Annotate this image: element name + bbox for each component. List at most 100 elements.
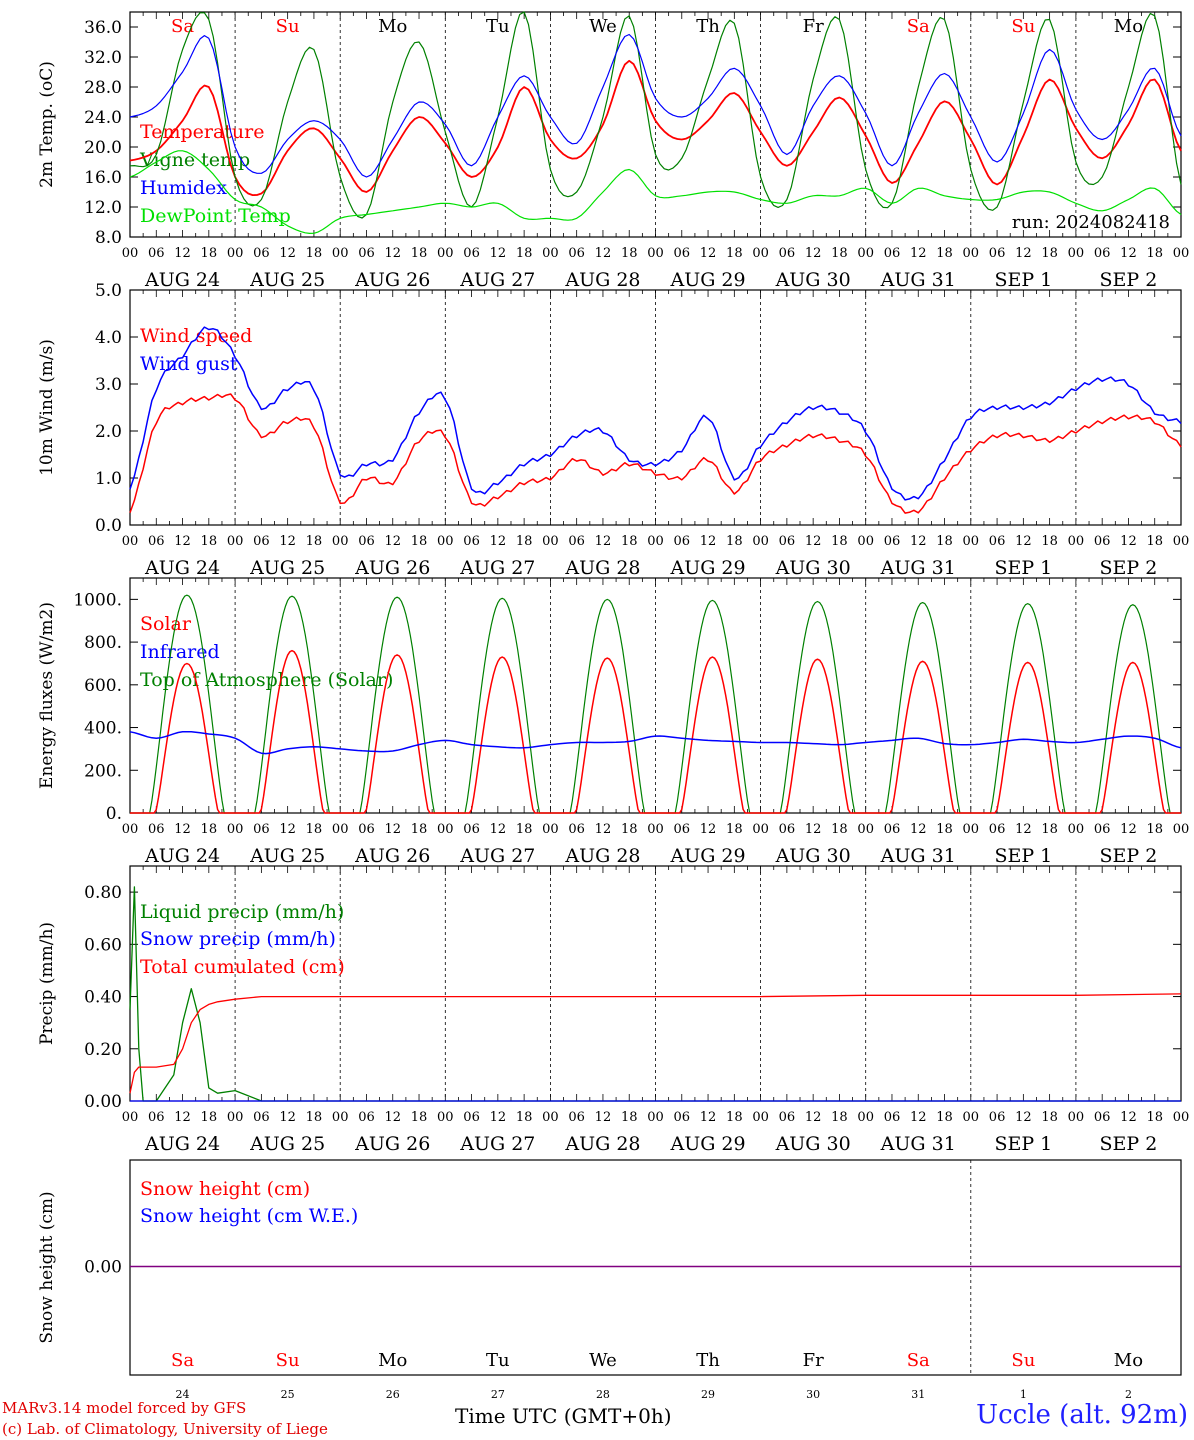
hour-tick-label: 18 [726,1110,743,1125]
hour-tick-label: 18 [936,1110,953,1125]
date-tick-label: AUG 30 [775,557,851,579]
date-tick-label: AUG 31 [880,269,956,291]
hour-tick-label: 06 [779,534,796,549]
model-credit: MARv3.14 model forced by GFS [2,1399,247,1417]
hour-tick-label: 18 [726,822,743,837]
hour-tick-label: 12 [595,246,612,261]
hour-tick-label: 18 [201,822,218,837]
weekday-label: Sa [171,1350,194,1371]
date-tick-label: AUG 28 [564,269,640,291]
hour-tick-label: 12 [1120,534,1137,549]
hour-tick-label: 00 [1173,822,1190,837]
hour-tick-label: 06 [253,246,270,261]
legend-entry: Infrared [140,641,220,663]
hour-tick-label: 06 [989,1110,1006,1125]
weekday-label: Su [1011,1350,1035,1371]
hour-tick-label: 06 [148,822,165,837]
weekday-label: We [589,1350,617,1371]
series-line-humidex [129,33,1182,178]
hour-tick-label: 00 [437,1110,454,1125]
hour-tick-label: 12 [1120,246,1137,261]
hour-tick-label: 12 [279,822,296,837]
hour-tick-label: 12 [384,534,401,549]
hour-tick-label: 06 [779,1110,796,1125]
y-tick-label: 32.0 [84,48,122,68]
hour-tick-label: 18 [936,534,953,549]
day-number-label: 24 [176,1388,190,1401]
hour-tick-label: 00 [963,822,980,837]
hour-tick-label: 12 [490,246,507,261]
hour-tick-label: 00 [1068,534,1085,549]
hour-tick-label: 06 [358,534,375,549]
hour-tick-label: 00 [332,534,349,549]
hour-tick-label: 06 [674,534,691,549]
hour-tick-label: 00 [963,1110,980,1125]
y-tick-label: 1.0 [95,469,122,489]
y-tick-label: 0.80 [84,883,122,903]
y-tick-label: 4.0 [95,328,122,348]
hour-tick-label: 12 [910,534,927,549]
hour-tick-label: 06 [989,534,1006,549]
hour-tick-label: 06 [884,822,901,837]
hour-tick-label: 00 [963,246,980,261]
panel-frame [129,11,1182,238]
hour-tick-label: 06 [568,1110,585,1125]
legend-entry: Solar [140,613,192,635]
day-number-label: 26 [386,1388,400,1401]
weekday-label: Mo [1114,16,1143,37]
date-tick-label: AUG 26 [354,269,430,291]
hour-tick-label: 00 [647,534,664,549]
hour-tick-label: 12 [1120,822,1137,837]
hour-tick-label: 12 [174,246,191,261]
hour-tick-label: 12 [595,534,612,549]
y-axis-label: 2m Temp. (oC) [37,61,57,188]
hour-tick-label: 06 [1094,246,1111,261]
date-tick-label: SEP 1 [994,557,1052,579]
series-line-wind-speed [129,393,1182,514]
hour-tick-label: 06 [674,246,691,261]
weekday-label: Fr [803,16,824,37]
day-number-label: 29 [701,1388,715,1401]
day-number-label: 2 [1125,1388,1132,1401]
date-tick-label: AUG 25 [249,845,325,867]
hour-tick-label: 12 [805,534,822,549]
date-tick-label: AUG 24 [144,269,220,291]
y-tick-label: 24.0 [84,108,122,128]
hour-tick-label: 18 [1146,246,1163,261]
hour-tick-label: 06 [148,534,165,549]
day-number-label: 30 [806,1388,820,1401]
hour-tick-label: 06 [674,822,691,837]
panel-frame [129,1159,1182,1376]
y-tick-label: 200. [84,761,122,781]
legend-entry: DewPoint Temp [140,205,291,227]
y-axis-label: Precip (mm/h) [37,922,57,1045]
hour-tick-label: 06 [568,534,585,549]
hour-tick-label: 12 [279,1110,296,1125]
hour-tick-label: 18 [621,534,638,549]
hour-tick-label: 00 [437,822,454,837]
date-tick-label: AUG 25 [249,269,325,291]
y-tick-label: 0.60 [84,935,122,955]
hour-tick-label: 12 [595,822,612,837]
series-line-infrared [129,730,1182,755]
y-tick-label: 1000. [73,590,122,610]
hour-tick-label: 06 [884,534,901,549]
day-number-label: 31 [911,1388,925,1401]
date-tick-label: AUG 27 [459,845,535,867]
hour-tick-label: 12 [700,1110,717,1125]
hour-tick-label: 06 [1094,822,1111,837]
hour-tick-label: 12 [805,822,822,837]
date-tick-label: SEP 2 [1100,1133,1158,1155]
hour-tick-label: 18 [831,246,848,261]
hour-tick-label: 00 [122,1110,139,1125]
y-tick-label: 0.00 [84,1092,122,1112]
date-tick-label: SEP 2 [1100,845,1158,867]
date-tick-label: AUG 31 [880,557,956,579]
y-tick-label: 600. [84,676,122,696]
hour-tick-label: 06 [463,1110,480,1125]
hour-tick-label: 06 [358,1110,375,1125]
series-line-wind-gust [129,326,1182,501]
date-tick-label: AUG 27 [459,557,535,579]
hour-tick-label: 00 [332,246,349,261]
hour-tick-label: 00 [1068,1110,1085,1125]
